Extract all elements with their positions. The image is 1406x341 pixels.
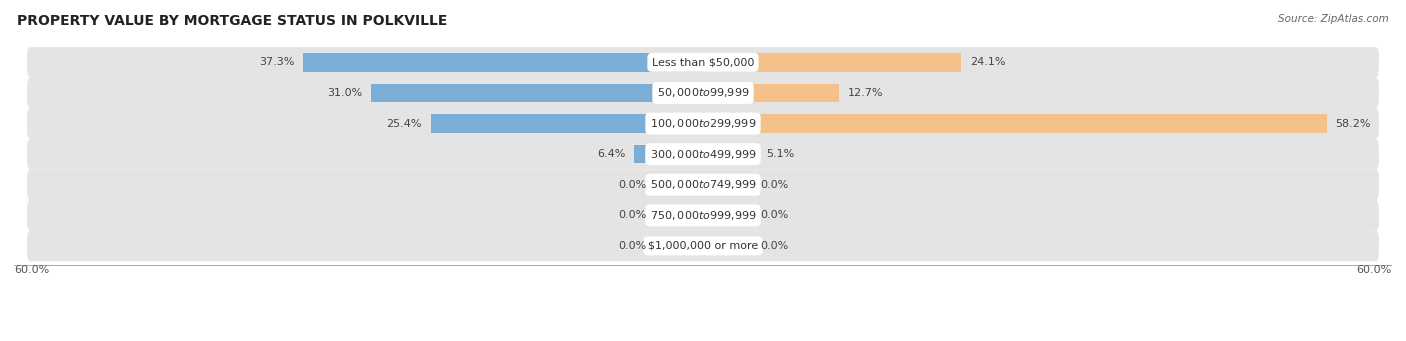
Text: 6.4%: 6.4% bbox=[598, 149, 626, 159]
Text: $500,000 to $749,999: $500,000 to $749,999 bbox=[650, 178, 756, 191]
Text: $50,000 to $99,999: $50,000 to $99,999 bbox=[657, 87, 749, 100]
Text: 0.0%: 0.0% bbox=[617, 210, 647, 220]
Text: 31.0%: 31.0% bbox=[326, 88, 363, 98]
Text: 24.1%: 24.1% bbox=[970, 57, 1005, 67]
Text: $1,000,000 or more: $1,000,000 or more bbox=[648, 241, 758, 251]
Bar bbox=[304, 53, 703, 72]
Text: 0.0%: 0.0% bbox=[759, 241, 789, 251]
FancyBboxPatch shape bbox=[27, 231, 1379, 261]
Bar bbox=[634, 145, 703, 163]
Text: $100,000 to $299,999: $100,000 to $299,999 bbox=[650, 117, 756, 130]
Text: 0.0%: 0.0% bbox=[759, 210, 789, 220]
Text: 58.2%: 58.2% bbox=[1336, 119, 1371, 129]
FancyBboxPatch shape bbox=[27, 139, 1379, 169]
Text: $300,000 to $499,999: $300,000 to $499,999 bbox=[650, 148, 756, 161]
Text: 37.3%: 37.3% bbox=[259, 57, 294, 67]
FancyBboxPatch shape bbox=[27, 108, 1379, 139]
Bar bbox=[703, 114, 1327, 133]
Bar bbox=[703, 176, 751, 194]
Text: 0.0%: 0.0% bbox=[617, 180, 647, 190]
Bar bbox=[655, 237, 703, 255]
Bar bbox=[655, 176, 703, 194]
FancyBboxPatch shape bbox=[27, 47, 1379, 78]
Bar bbox=[703, 53, 962, 72]
Text: PROPERTY VALUE BY MORTGAGE STATUS IN POLKVILLE: PROPERTY VALUE BY MORTGAGE STATUS IN POL… bbox=[17, 14, 447, 28]
Bar bbox=[430, 114, 703, 133]
Text: $750,000 to $999,999: $750,000 to $999,999 bbox=[650, 209, 756, 222]
Text: Source: ZipAtlas.com: Source: ZipAtlas.com bbox=[1278, 14, 1389, 24]
Bar bbox=[371, 84, 703, 102]
Text: 0.0%: 0.0% bbox=[759, 180, 789, 190]
Text: 25.4%: 25.4% bbox=[387, 119, 422, 129]
Bar bbox=[703, 145, 758, 163]
Bar bbox=[703, 237, 751, 255]
FancyBboxPatch shape bbox=[27, 169, 1379, 200]
Bar bbox=[703, 206, 751, 224]
Bar bbox=[655, 206, 703, 224]
Text: 60.0%: 60.0% bbox=[1357, 265, 1392, 275]
FancyBboxPatch shape bbox=[27, 78, 1379, 108]
Bar bbox=[703, 84, 839, 102]
Text: 5.1%: 5.1% bbox=[766, 149, 794, 159]
Text: Less than $50,000: Less than $50,000 bbox=[652, 57, 754, 67]
Text: 60.0%: 60.0% bbox=[14, 265, 49, 275]
Text: 12.7%: 12.7% bbox=[848, 88, 883, 98]
Text: 0.0%: 0.0% bbox=[617, 241, 647, 251]
FancyBboxPatch shape bbox=[27, 200, 1379, 231]
